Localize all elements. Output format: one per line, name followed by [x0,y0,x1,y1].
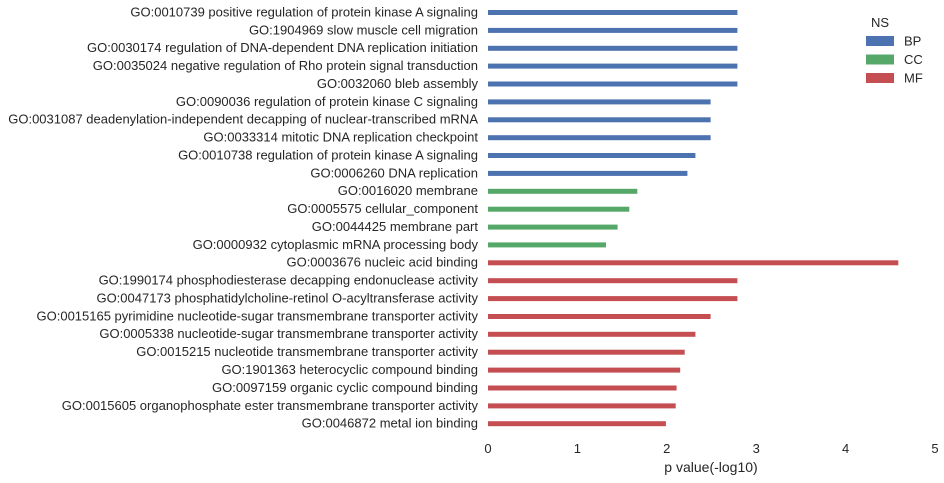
bar [488,367,681,373]
category-label: GO:1990174 phosphodiesterase decapping e… [99,273,479,288]
category-label: GO:0035024 negative regulation of Rho pr… [93,58,478,73]
category-label: GO:0005575 cellular_component [287,201,478,216]
bar [488,27,738,33]
category-label: GO:0005338 nucleotide-sugar transmembran… [99,326,478,341]
bar [488,170,688,176]
bar [488,81,738,87]
legend-swatch [866,36,894,46]
x-tick-label: 3 [753,441,760,456]
category-label: GO:0000932 cytoplasmic mRNA processing b… [193,237,479,252]
category-label: GO:0010739 positive regulation of protei… [130,4,478,19]
category-label: GO:0032060 bleb assembly [317,76,479,91]
category-label: GO:0003676 nucleic acid binding [286,255,478,270]
x-tick-label: 4 [842,441,849,456]
legend-entries: BP CC MF [866,34,923,86]
category-label: GO:0031087 deadenylation-independent dec… [8,112,478,127]
x-axis-title: p value(-log10) [664,459,757,475]
legend: NS BP CC MF [866,15,923,86]
x-tick-label: 1 [574,441,581,456]
bar [488,349,685,355]
bar [488,153,696,158]
x-tick-label: 5 [931,441,938,456]
category-label: GO:0016020 membrane [338,183,478,198]
bars-layer [488,10,899,427]
category-label: GO:1901363 heterocyclic compound binding [221,362,478,377]
x-axis-ticks: 0 1 2 3 4 5 [484,441,938,456]
bar [488,45,738,51]
legend-label: BP [904,34,921,49]
bar [488,206,630,212]
bar [488,314,711,319]
bar [488,296,738,302]
category-label: GO:0010738 regulation of protein kinase … [178,147,478,162]
bar [488,135,711,141]
bar [488,385,677,391]
category-label: GO:0044425 membrane part [312,219,479,234]
bar [488,63,738,69]
category-label: GO:0047173 phosphatidylcholine-retinol O… [96,291,478,306]
bar [488,188,638,194]
category-labels: GO:0010739 positive regulation of protei… [8,4,478,430]
legend-label: MF [904,71,923,86]
category-label: GO:0015165 pyrimidine nucleotide-sugar t… [37,308,479,323]
bar [488,224,618,230]
x-tick-label: 2 [663,441,670,456]
legend-label: CC [904,52,923,67]
bar [488,117,711,123]
bar [488,331,696,337]
bar [488,403,676,409]
category-label: GO:0090036 regulation of protein kinase … [176,94,478,109]
category-label: GO:0030174 regulation of DNA-dependent D… [87,40,478,55]
category-label: GO:0006260 DNA replication [310,165,478,180]
bar [488,242,606,248]
x-tick-label: 0 [484,441,491,456]
bar [488,278,738,284]
category-label: GO:1904969 slow muscle cell migration [249,22,478,37]
legend-swatch [866,54,894,65]
bar [488,10,738,15]
bar [488,260,899,266]
bar [488,421,666,427]
category-label: GO:0015605 organophosphate ester transme… [62,398,479,413]
category-label: GO:0033314 mitotic DNA replication check… [203,130,478,145]
category-label: GO:0015215 nucleotide transmembrane tran… [136,344,478,359]
bar [488,99,711,105]
legend-title: NS [871,15,889,30]
category-label: GO:0097159 organic cyclic compound bindi… [212,380,478,395]
legend-swatch [866,73,894,83]
category-label: GO:0046872 metal ion binding [302,416,478,431]
